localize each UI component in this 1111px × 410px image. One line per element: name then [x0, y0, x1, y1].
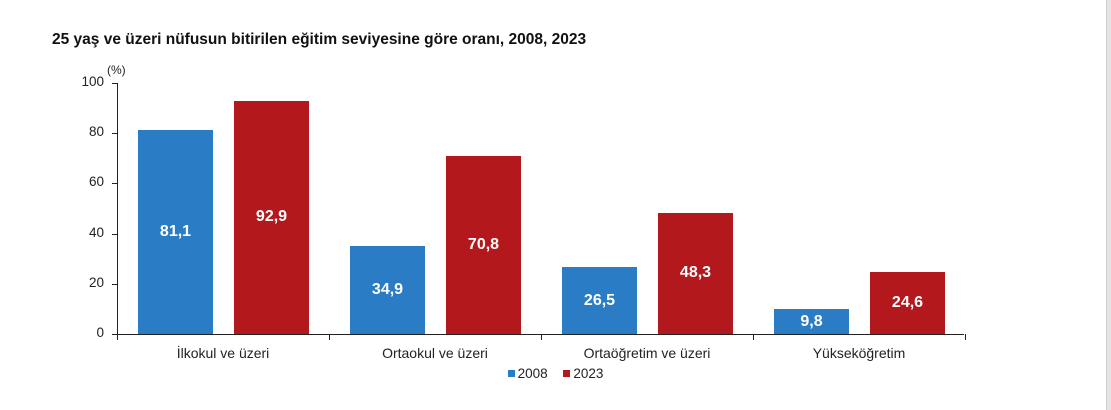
y-tick — [112, 334, 117, 335]
y-tick — [112, 283, 117, 285]
y-tick — [112, 233, 117, 235]
x-tick — [541, 334, 542, 340]
y-axis-line — [117, 83, 118, 335]
bar-2023-1: 70,8 — [446, 156, 521, 334]
legend: 2008 2023 — [0, 365, 1111, 381]
legend-item-2008: 2008 — [507, 366, 548, 381]
legend-label-2023: 2023 — [573, 366, 604, 381]
bar-value-label: 70,8 — [467, 236, 500, 254]
y-tick — [112, 83, 117, 84]
legend-swatch-2008 — [507, 370, 515, 377]
bar-2023-2: 48,3 — [658, 212, 733, 334]
bar-2023-0: 92,9 — [234, 100, 309, 334]
bar-value-label: 92,9 — [255, 208, 288, 226]
x-axis-line — [117, 334, 964, 335]
y-tick-label: 60 — [88, 174, 104, 190]
bar-value-label: 48,3 — [679, 264, 712, 282]
legend-label-2008: 2008 — [517, 366, 548, 381]
bar-2023-3: 24,6 — [870, 272, 945, 334]
x-tick — [117, 334, 118, 340]
y-tick-label: 20 — [88, 274, 104, 290]
category-label: Ortaöğretim ve üzeri — [583, 345, 711, 361]
y-tick — [112, 133, 117, 135]
bar-value-label: 34,9 — [371, 281, 404, 299]
y-tick-label: 100 — [81, 74, 104, 89]
bar-2008-1: 34,9 — [350, 246, 425, 334]
category-label: Yükseköğretim — [812, 345, 906, 361]
bar-2008-0: 81,1 — [138, 130, 213, 334]
y-axis-unit: (%) — [107, 63, 126, 77]
y-tick-label: 0 — [96, 325, 104, 340]
x-tick — [753, 334, 754, 340]
x-tick — [329, 334, 330, 340]
category-label: İlkokul ve üzeri — [176, 345, 270, 361]
category-label: Ortaokul ve üzeri — [382, 345, 488, 361]
bar-value-label: 9,8 — [800, 312, 823, 330]
chart-title: 25 yaş ve üzeri nüfusun bitirilen eğitim… — [52, 31, 587, 48]
y-tick — [112, 183, 117, 185]
y-tick-label: 40 — [88, 224, 104, 240]
x-tick — [965, 334, 966, 340]
bar-value-label: 81,1 — [159, 223, 192, 241]
bar-2008-2: 26,5 — [562, 267, 637, 334]
bar-value-label: 26,5 — [583, 291, 616, 309]
legend-swatch-2023 — [563, 370, 571, 377]
bar-value-label: 24,6 — [891, 294, 924, 312]
bar-2008-3: 9,8 — [774, 309, 849, 334]
window-edge — [1106, 0, 1111, 410]
y-tick-label: 80 — [88, 124, 104, 140]
legend-item-2023: 2023 — [563, 366, 603, 381]
